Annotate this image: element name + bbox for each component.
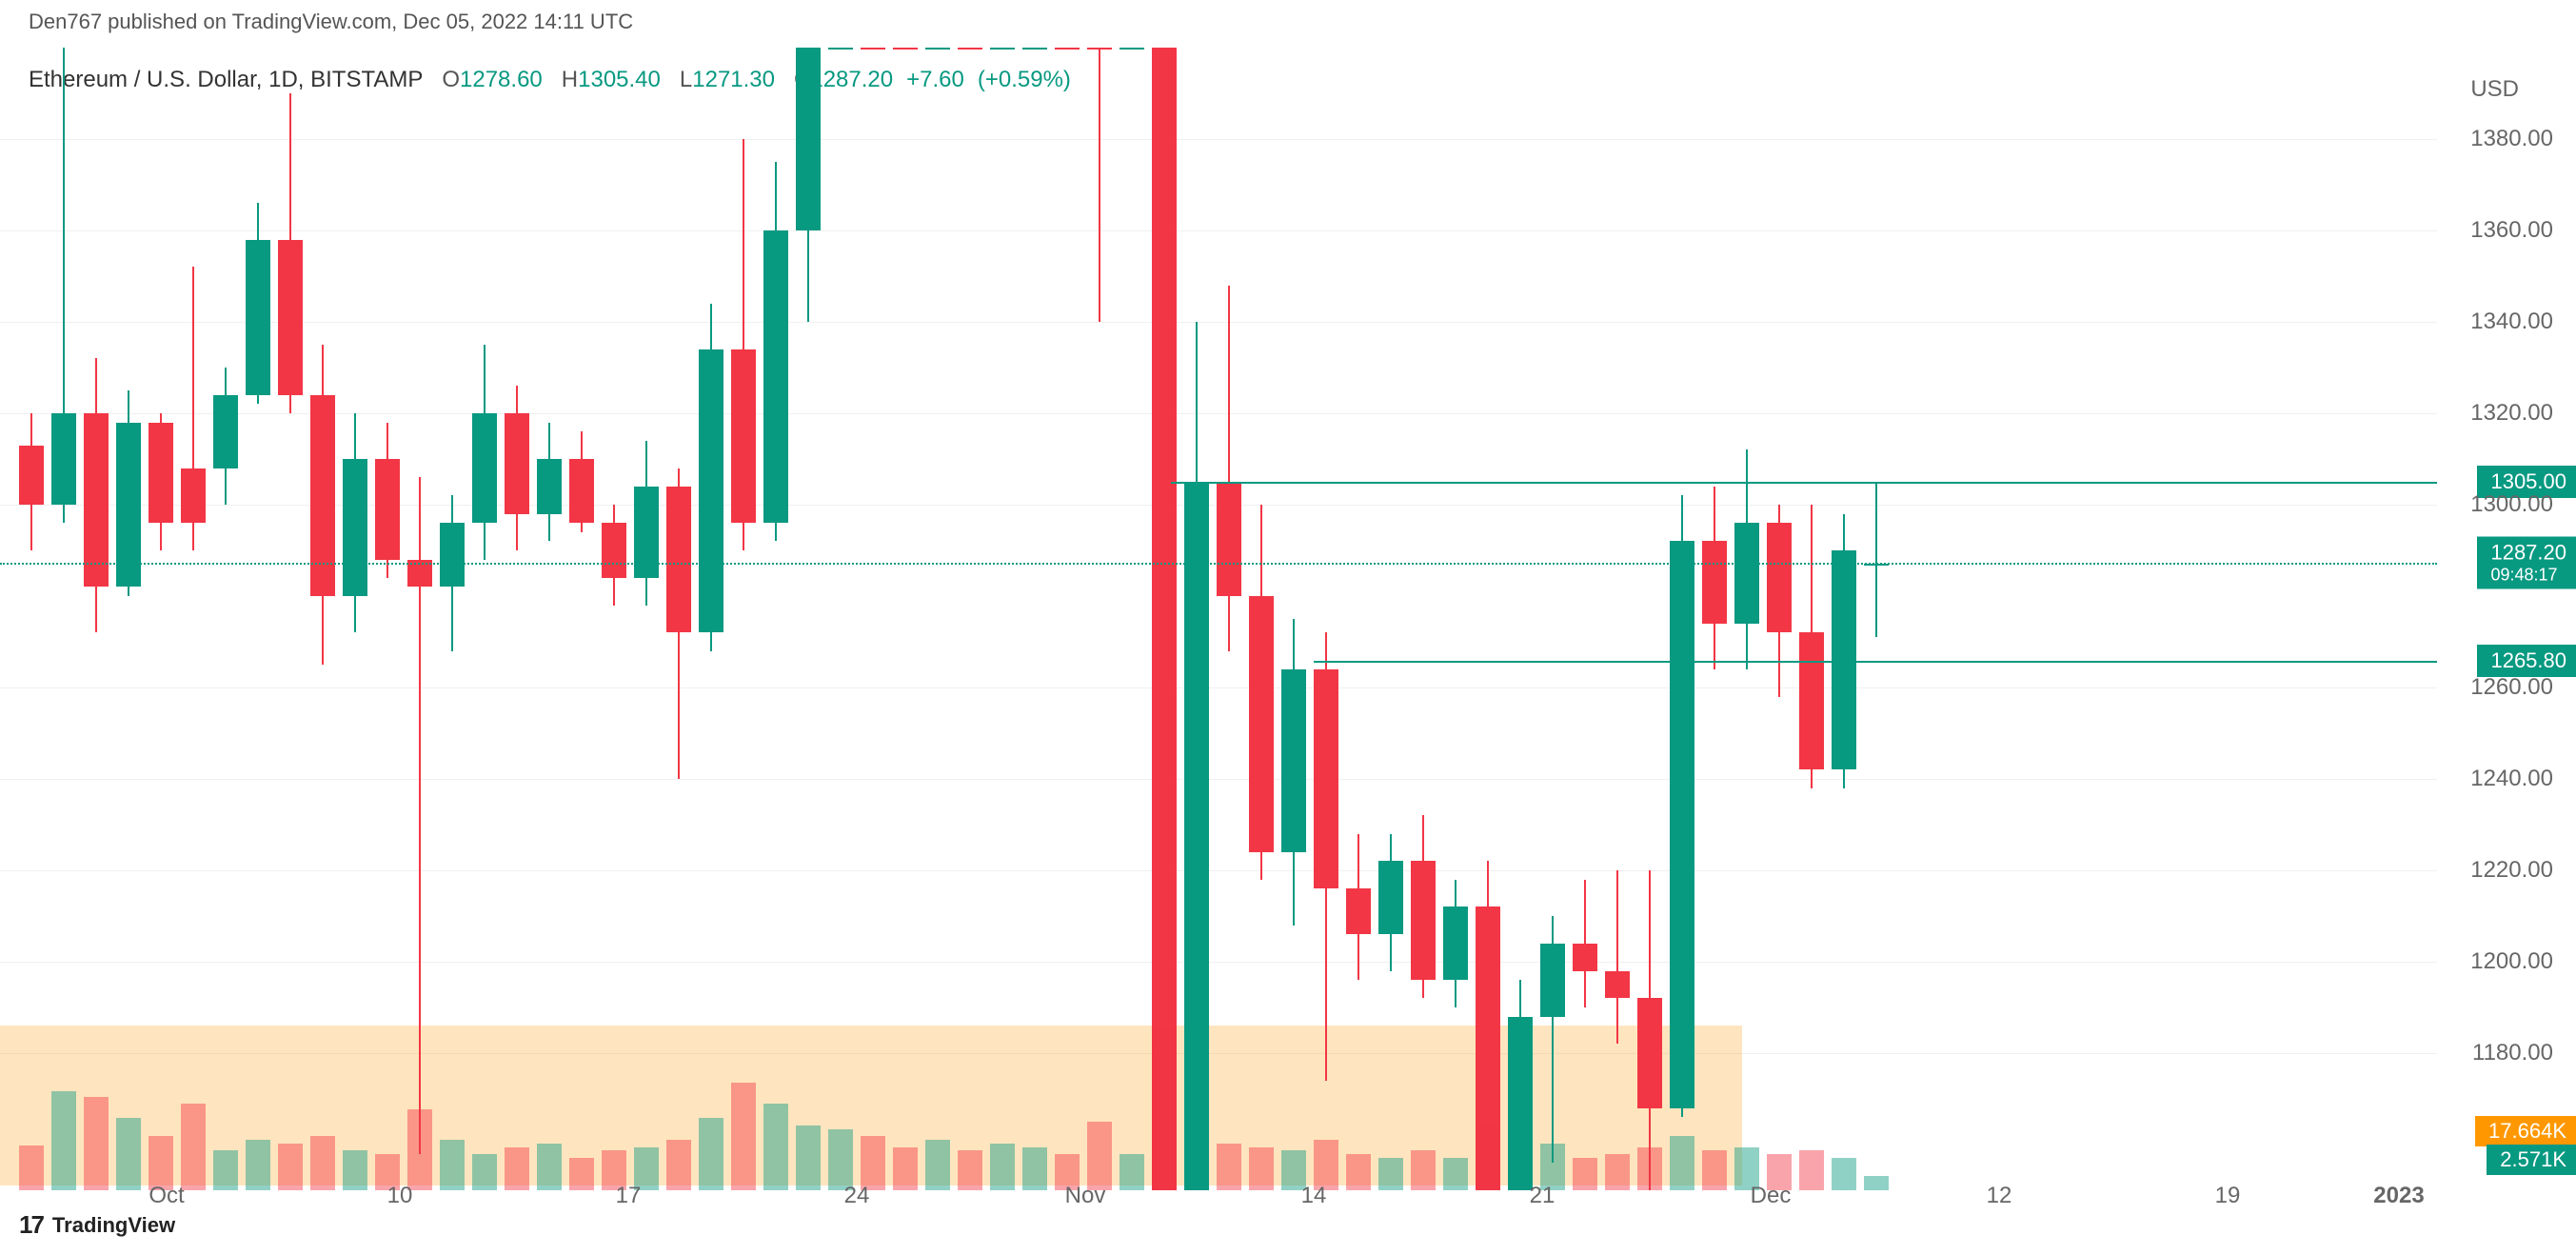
y-tick-label: 1200.00: [2470, 948, 2553, 975]
gridline: [0, 779, 2437, 780]
y-tick-label: 1300.00: [2470, 491, 2553, 518]
y-tick-label: 1220.00: [2470, 857, 2553, 884]
y-tick-label: 1260.00: [2470, 674, 2553, 701]
publish-header: Den767 published on TradingView.com, Dec…: [29, 10, 633, 34]
gridline: [0, 322, 2437, 323]
volume-bar[interactable]: [699, 1118, 723, 1190]
volume-bar[interactable]: [51, 1091, 76, 1190]
y-axis-title: USD: [2470, 76, 2519, 103]
x-axis[interactable]: Oct 10 17 24 Nov 14 21 Dec 12 19 2023: [0, 1183, 2437, 1221]
volume-bar[interactable]: [181, 1104, 206, 1190]
tv-brand: TradingView: [52, 1213, 175, 1238]
chart-area[interactable]: 1305.001265.801287.2009:48:1717.664K2.57…: [0, 48, 2437, 1190]
x-tick-label: 14: [1301, 1183, 1327, 1209]
volume-bar[interactable]: [116, 1118, 141, 1190]
volume-bar[interactable]: [1476, 1126, 1500, 1190]
x-tick-label: 17: [616, 1183, 642, 1209]
gridline: [0, 139, 2437, 140]
y-tick-label: 1240.00: [2470, 766, 2553, 792]
gridline: [0, 413, 2437, 414]
y-tick-label: 1320.00: [2470, 400, 2553, 427]
gridline: [0, 687, 2437, 688]
gridline: [0, 870, 2437, 871]
y-tick-label: 1360.00: [2470, 217, 2553, 244]
x-tick-label: Nov: [1065, 1183, 1106, 1209]
x-tick-label: 21: [1530, 1183, 1556, 1209]
x-tick-label: 12: [1987, 1183, 2012, 1209]
volume-bar[interactable]: [796, 1126, 821, 1190]
volume-bar[interactable]: [84, 1097, 109, 1190]
volume-bar[interactable]: [731, 1083, 756, 1190]
tv-logo-icon: 17: [19, 1210, 43, 1240]
volume-bar[interactable]: [407, 1109, 432, 1190]
x-tick-label: Dec: [1751, 1183, 1792, 1209]
volume-bar[interactable]: [763, 1104, 788, 1190]
gridline: [0, 962, 2437, 963]
gridline: [0, 230, 2437, 231]
horizontal-line[interactable]: [1171, 482, 2437, 484]
y-tick-label: 1340.00: [2470, 309, 2553, 335]
y-axis[interactable]: USD 1180.00 1200.00 1220.00 1240.00 1260.00 1…: [2437, 48, 2576, 1190]
horizontal-line[interactable]: [1314, 661, 2437, 663]
x-tick-label: 24: [844, 1183, 870, 1209]
x-tick-label: Oct: [149, 1183, 184, 1209]
y-tick-label: 1180.00: [2472, 1040, 2553, 1066]
y-tick-label: 1380.00: [2470, 126, 2553, 152]
x-tick-label: 19: [2215, 1183, 2241, 1209]
x-tick-label: 10: [387, 1183, 413, 1209]
volume-bar[interactable]: [1087, 1122, 1112, 1190]
x-tick-label: 2023: [2373, 1183, 2424, 1209]
volume-bar[interactable]: [1152, 1028, 1177, 1190]
tradingview-footer: 17 TradingView: [19, 1210, 175, 1240]
volume-bar[interactable]: [828, 1129, 853, 1190]
current-price-line: [0, 563, 2437, 565]
